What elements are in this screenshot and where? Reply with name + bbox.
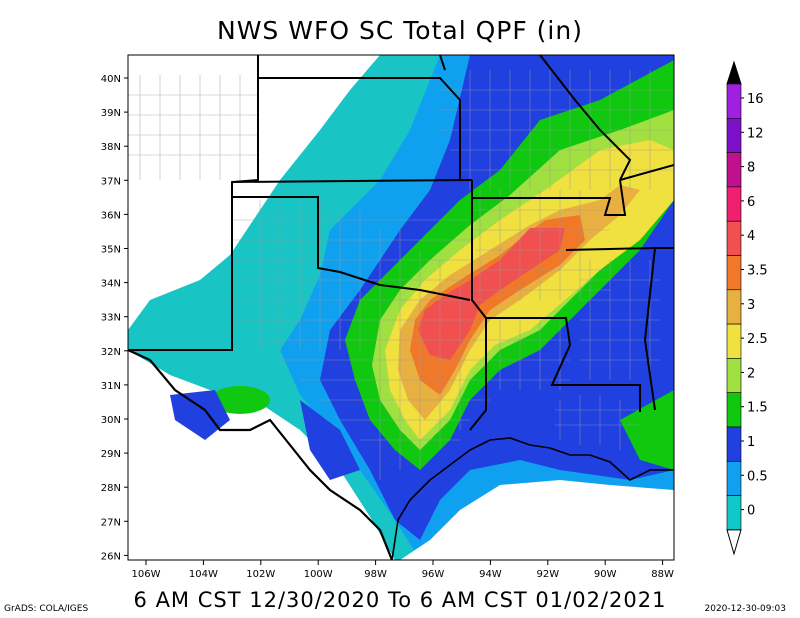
legend-swatch [726, 289, 742, 325]
lon-tick-label: 88W [651, 569, 674, 580]
issue-timestamp: 2020-12-30-09:03 [704, 604, 787, 614]
lon-tick-label: 104W [189, 569, 218, 580]
legend-label: 1.5 [747, 401, 768, 416]
lat-tick-label: 26N [101, 551, 121, 562]
lon-tick-label: 98W [364, 569, 387, 580]
legend-label: 3 [747, 298, 755, 313]
lat-tick-label: 31N [101, 381, 121, 392]
lon-tick-label: 90W [594, 569, 617, 580]
legend-label: 0.5 [747, 469, 768, 484]
lon-tick-label: 92W [536, 569, 559, 580]
lat-tick-label: 35N [101, 245, 121, 256]
lon-tick-label: 100W [304, 569, 333, 580]
lat-tick-label: 39N [101, 108, 121, 119]
legend-swatch [726, 83, 742, 119]
legend-bottom-arrow [726, 529, 742, 556]
lat-tick-label: 40N [101, 74, 121, 85]
legend-label: 16 [747, 92, 764, 107]
lat-tick-label: 27N [101, 517, 121, 528]
legend-swatch [726, 460, 742, 496]
gulf-coastline [391, 437, 674, 560]
valid-period: 6 AM CST 12/30/2020 To 6 AM CST 01/02/20… [133, 588, 667, 612]
gulf-of-mexico [400, 480, 674, 560]
lon-tick-label: 102W [246, 569, 275, 580]
state-boundaries [128, 55, 674, 431]
longitude-axis: 106W 104W 102W 100W 98W 96W 94W 92W 90W 88W [132, 560, 674, 580]
lat-tick-label: 29N [101, 449, 121, 460]
precip-band-6 [418, 228, 565, 360]
lat-tick-label: 34N [101, 279, 121, 290]
legend-swatch [726, 186, 742, 222]
rio-grande-border [128, 348, 394, 560]
lon-tick-label: 106W [132, 569, 161, 580]
legend-label: 2.5 [747, 332, 768, 347]
legend-swatch [726, 358, 742, 393]
precip-field [128, 55, 674, 560]
lat-tick-label: 33N [101, 313, 121, 324]
county-lines [128, 70, 674, 480]
lat-tick-label: 32N [101, 347, 121, 358]
precip-patch-sw [210, 386, 270, 414]
lat-tick-label: 28N [101, 483, 121, 494]
legend-swatch [726, 152, 742, 188]
legend-swatch [726, 392, 742, 428]
legend-swatch [726, 426, 742, 462]
legend-swatch [726, 118, 742, 153]
latitude-axis: 40N 39N 38N 37N 36N 35N 34N 33N 32N 31N 30N 29N 28N 2… [101, 74, 128, 562]
legend-swatch [726, 323, 742, 359]
legend-label: 8 [747, 161, 755, 176]
legend-label: 12 [747, 126, 764, 141]
map-title: NWS WFO SC Total QPF (in) [217, 16, 583, 45]
legend-swatch [726, 220, 742, 256]
legend-label: 2 [747, 366, 755, 381]
legend-label: 1 [747, 435, 755, 450]
lat-tick-label: 38N [101, 142, 121, 153]
legend-label: 3.5 [747, 264, 768, 279]
grads-credit: GrADS: COLA/IGES [4, 604, 89, 614]
legend-top-arrow [726, 60, 742, 85]
lon-tick-label: 94W [479, 569, 502, 580]
lon-tick-label: 96W [422, 569, 445, 580]
lat-tick-label: 30N [101, 415, 121, 426]
legend-label: 0 [747, 504, 755, 519]
legend-label: 6 [747, 195, 755, 210]
lat-tick-label: 36N [101, 210, 121, 221]
legend-colorbar: 16 12 8 6 4 3.5 3 2.5 2 1.5 1 0.5 0 [726, 60, 768, 556]
map-frame [127, 54, 675, 561]
legend-label: 4 [747, 229, 755, 244]
lat-tick-label: 37N [101, 176, 121, 187]
legend-swatch [726, 255, 742, 291]
legend-swatch [726, 495, 742, 531]
